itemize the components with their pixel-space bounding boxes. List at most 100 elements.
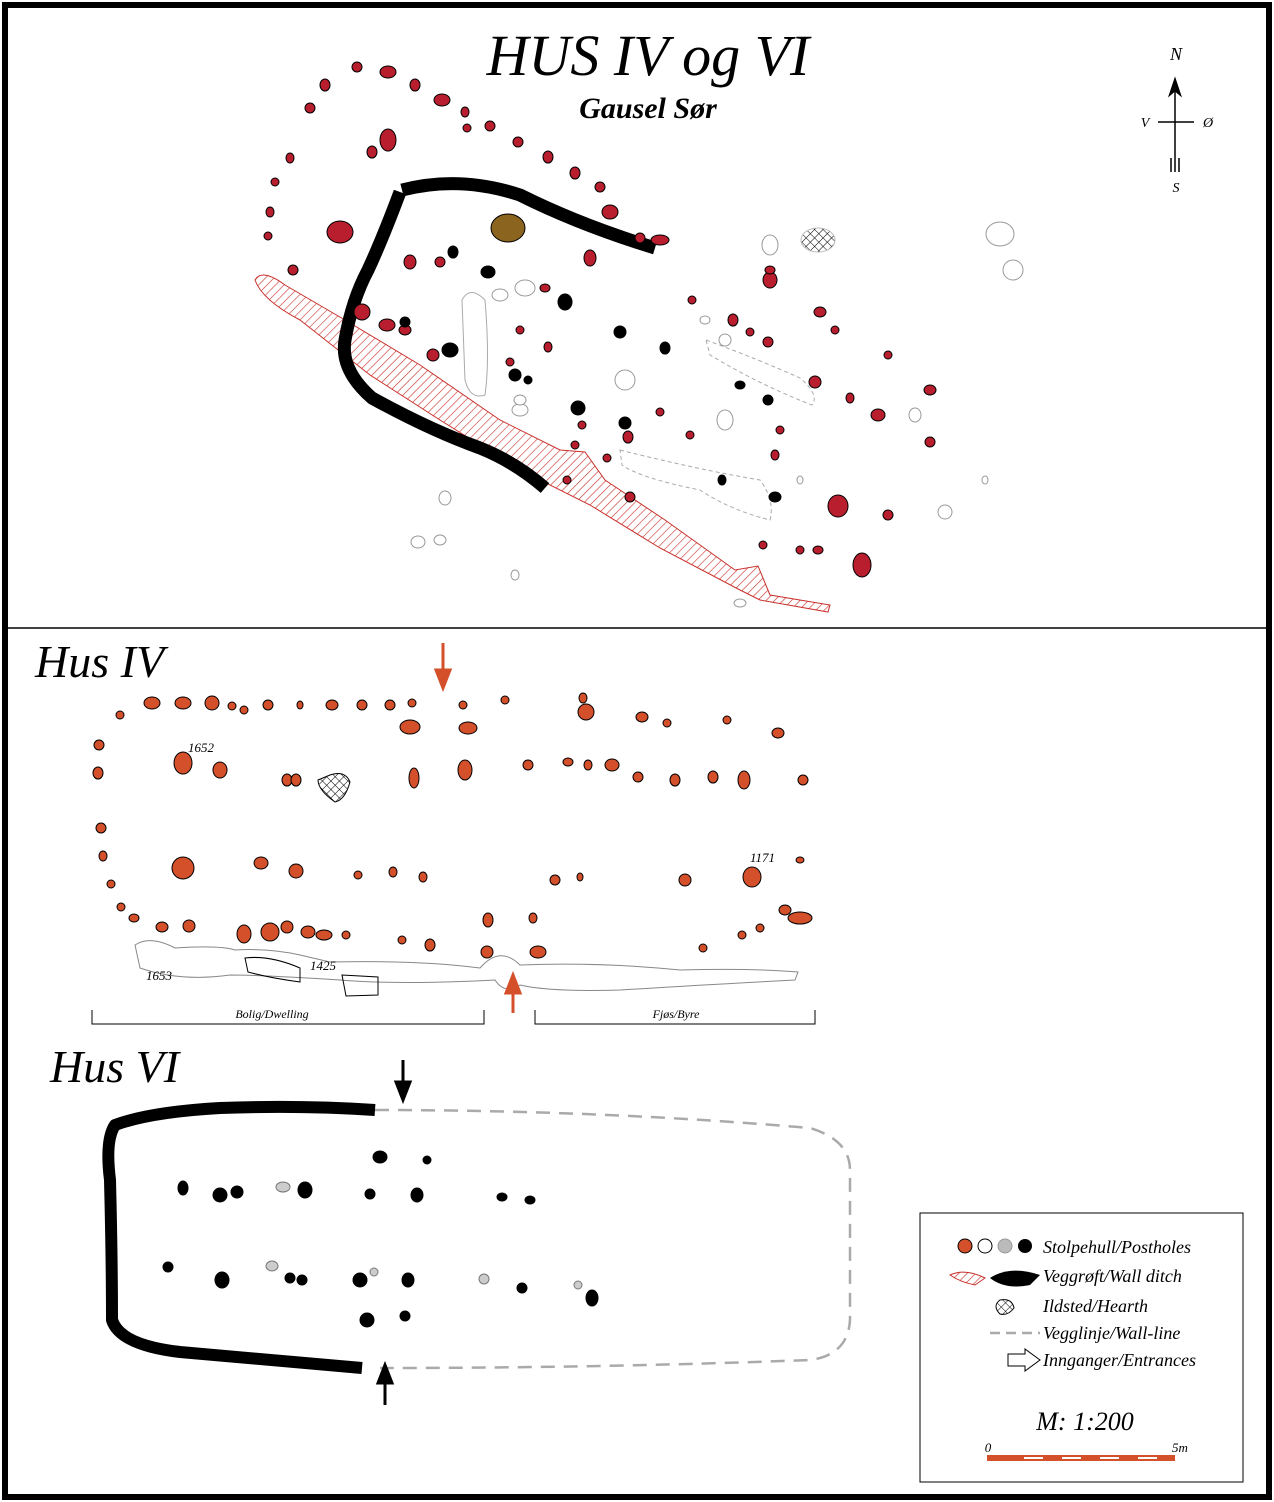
posthole (458, 760, 472, 780)
compass-o: Ø (1202, 116, 1214, 131)
posthole (615, 370, 635, 390)
posthole (400, 1311, 410, 1321)
posthole (584, 760, 592, 770)
posthole (509, 369, 521, 381)
posthole (663, 719, 671, 727)
posthole (719, 334, 731, 346)
posthole (513, 137, 523, 147)
posthole (459, 701, 467, 709)
posthole (400, 720, 420, 734)
feature-label: 1425 (310, 958, 337, 973)
posthole (529, 913, 537, 923)
posthole (163, 1262, 173, 1272)
posthole (982, 476, 988, 484)
hus-vi-label: Hus VI (49, 1041, 182, 1092)
posthole (360, 1313, 374, 1327)
posthole (425, 939, 435, 951)
scale-end: 5m (1172, 1440, 1188, 1455)
posthole (530, 946, 546, 958)
posthole (354, 871, 362, 879)
posthole (686, 431, 694, 439)
posthole (419, 872, 427, 882)
posthole (175, 697, 191, 709)
title: HUS IV og VI (486, 23, 812, 88)
posthole (380, 129, 396, 151)
posthole (809, 376, 821, 388)
posthole (759, 541, 767, 549)
posthole (853, 553, 871, 577)
posthole (738, 771, 750, 789)
posthole (439, 491, 451, 505)
posthole (316, 930, 332, 940)
posthole (501, 696, 509, 704)
posthole (281, 921, 293, 933)
posthole (410, 79, 420, 91)
posthole (679, 874, 691, 886)
posthole (215, 1272, 229, 1288)
posthole (463, 124, 471, 132)
posthole (525, 1196, 535, 1204)
posthole (481, 946, 493, 958)
posthole (636, 712, 648, 722)
subtitle: Gausel Sør (579, 92, 717, 125)
posthole (276, 1182, 290, 1192)
posthole (298, 1182, 312, 1198)
zone-label: Bolig/Dwelling (235, 1007, 308, 1021)
posthole (651, 235, 669, 245)
posthole (411, 1188, 423, 1202)
posthole (481, 266, 495, 278)
posthole (301, 926, 315, 938)
posthole (717, 410, 733, 430)
posthole (700, 316, 710, 324)
posthole (398, 936, 406, 944)
posthole (353, 1273, 367, 1287)
posthole (492, 289, 508, 301)
posthole (540, 284, 550, 292)
posthole (240, 706, 248, 714)
posthole (670, 774, 680, 786)
posthole (511, 570, 519, 580)
posthole (389, 867, 397, 877)
posthole (156, 922, 168, 932)
posthole (779, 905, 791, 915)
posthole (571, 441, 579, 449)
posthole (871, 409, 885, 421)
posthole (728, 314, 738, 326)
posthole (734, 599, 746, 607)
posthole (485, 121, 495, 131)
legend-item: Vegglinje/Wall-line (1043, 1323, 1180, 1343)
posthole (763, 337, 773, 347)
posthole (814, 307, 826, 317)
posthole (765, 266, 775, 274)
posthole (285, 1273, 295, 1283)
posthole (771, 450, 779, 460)
posthole (846, 393, 854, 403)
posthole (320, 79, 330, 91)
posthole (448, 246, 458, 258)
posthole (435, 257, 445, 267)
scale-start: 0 (985, 1440, 992, 1455)
plan-drawing: HUS IV og VI Gausel Sør N V Ø S Hus IV 1… (0, 0, 1274, 1502)
posthole (483, 913, 493, 927)
posthole (213, 762, 227, 778)
posthole (738, 931, 746, 939)
hearth-brown (491, 214, 525, 242)
posthole (96, 823, 106, 833)
posthole (497, 1193, 507, 1201)
posthole (543, 151, 553, 163)
posthole (924, 385, 936, 395)
posthole (427, 349, 439, 361)
posthole (434, 535, 446, 545)
posthole (625, 492, 635, 502)
posthole (623, 431, 633, 443)
posthole (380, 66, 396, 78)
posthole (205, 696, 219, 710)
posthole (813, 546, 823, 554)
compass-s: S (1173, 181, 1180, 196)
scale-label: M: 1:200 (1035, 1407, 1133, 1436)
posthole (213, 1188, 227, 1202)
posthole (574, 1281, 582, 1289)
posthole (254, 857, 268, 869)
posthole (459, 722, 477, 734)
posthole (986, 222, 1014, 246)
